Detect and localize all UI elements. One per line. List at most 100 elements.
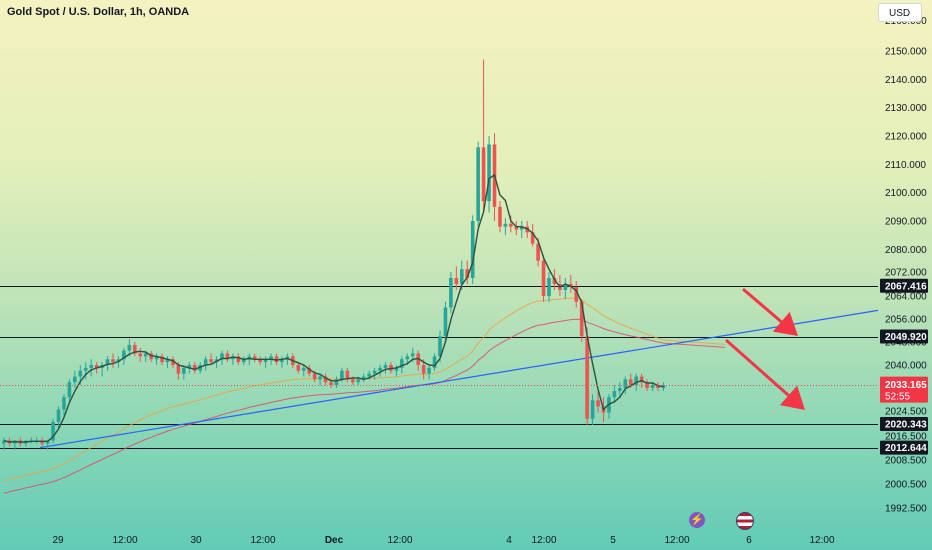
arrow-shaft [725,338,790,397]
candle-body [127,344,132,351]
candle-body [650,385,655,388]
candle-body [318,376,322,380]
candle-body [569,284,573,287]
candle-body [138,353,143,357]
candle-body [623,379,628,388]
candle-body [312,373,317,380]
candle-body [160,356,164,363]
candle-body [579,301,584,337]
candle-body [476,147,480,221]
price-label-2049: 2049.920 [885,332,927,343]
flash-event-icon[interactable]: ⚡ [689,512,705,528]
price-axis-tick: 2100.000 [885,188,927,199]
price-axis-tick: 2080.000 [885,245,927,256]
price-axis-tick: 2016.500 [885,432,927,443]
candle-body [187,365,192,368]
candle-body [94,365,99,368]
candle-body [438,336,442,357]
candle-body [618,388,622,392]
candle-body [225,353,230,360]
candle-body [628,379,633,386]
candle-body [89,365,93,368]
candle-body [530,232,535,244]
down-arrow-lower [725,338,805,410]
candle-body [122,350,126,360]
candle-body [356,379,361,383]
candle-body [236,356,241,363]
candle-body [460,269,464,284]
candle-body [203,359,208,365]
down-arrow-upper [742,287,798,336]
candle-body [111,359,115,363]
candle-body [378,367,382,371]
price-axis-tick: 2000.500 [885,480,927,491]
price-label-2012: 2012.644 [885,443,927,454]
price-axis-tick: 1992.500 [885,504,927,515]
time-axis-tick: 12:00 [250,535,275,546]
price-axis-tick: 2008.500 [885,456,927,467]
time-axis-tick: 12:00 [112,535,137,546]
candle-body [410,353,415,357]
candle-body [361,376,366,380]
candle-body [323,376,328,383]
us-flag-event-icon[interactable] [736,512,754,530]
ma-slow-line [3,318,726,494]
candle-body [536,243,540,261]
candle-body [252,356,257,360]
candle-body [274,356,279,363]
candle-body [519,226,524,230]
candle-body [73,376,77,383]
candle-body [465,269,470,278]
candle-body [596,400,600,407]
current-price-label: 2033.165 [885,380,927,391]
candle-body [443,307,448,337]
arrow-head [779,385,805,410]
candle-body [329,382,333,386]
price-label-2067-bg [880,278,928,293]
time-axis-tick: 29 [52,535,64,546]
candle-body [171,359,175,365]
candle-body [481,147,486,202]
candle-body [209,359,213,363]
price-axis-tick: 2040.000 [885,361,927,372]
candle-body [487,144,491,202]
candle-body [498,206,502,227]
candle-body [351,379,355,383]
candle-body [590,400,595,419]
currency-button[interactable]: USD [878,3,922,22]
candle-body [656,385,660,388]
candle-body [242,359,246,363]
candle-body [2,440,6,444]
candle-body [449,278,453,308]
current-price-badge [880,376,928,403]
time-axis-tick: 12:00 [664,535,689,546]
price-axis-tick: 2120.000 [885,132,927,143]
price-label-2012-bg [880,440,928,455]
candle-body [394,367,399,371]
candle-body [639,376,644,383]
candle-body [105,359,110,365]
ma-mid-line [3,297,726,482]
ma-fast-line [3,173,664,443]
price-label-2020-bg [880,416,928,431]
candle-body [509,223,513,227]
price-axis-tick: 2130.000 [885,103,927,114]
candle-body [470,221,475,278]
candle-body [563,284,568,290]
candle-body [67,382,72,398]
price-axis-tick: 2090.000 [885,217,927,228]
candle-body [176,365,181,374]
time-axis-tick: 5 [610,535,616,546]
candle-body [182,367,186,374]
candle-body [78,370,83,377]
candle-body [258,359,262,363]
candle-body [340,370,344,380]
candle-body [62,397,66,410]
candle-body [503,223,508,227]
time-axis-tick: 12:00 [387,535,412,546]
candle-body [192,365,197,371]
candle-body [389,365,393,371]
candle-body [301,367,306,371]
